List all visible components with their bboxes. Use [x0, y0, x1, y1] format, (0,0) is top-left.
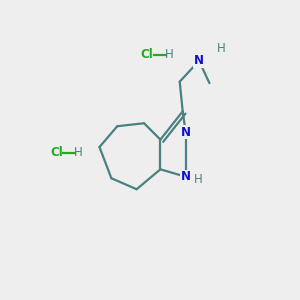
Text: N: N — [181, 170, 191, 183]
Text: Cl: Cl — [141, 48, 153, 62]
Text: H: H — [217, 42, 226, 56]
Text: N: N — [194, 54, 204, 67]
Text: Cl: Cl — [50, 146, 63, 160]
Text: H: H — [194, 173, 203, 186]
Text: H: H — [74, 146, 83, 160]
Text: N: N — [181, 126, 191, 139]
Text: H: H — [165, 48, 174, 62]
